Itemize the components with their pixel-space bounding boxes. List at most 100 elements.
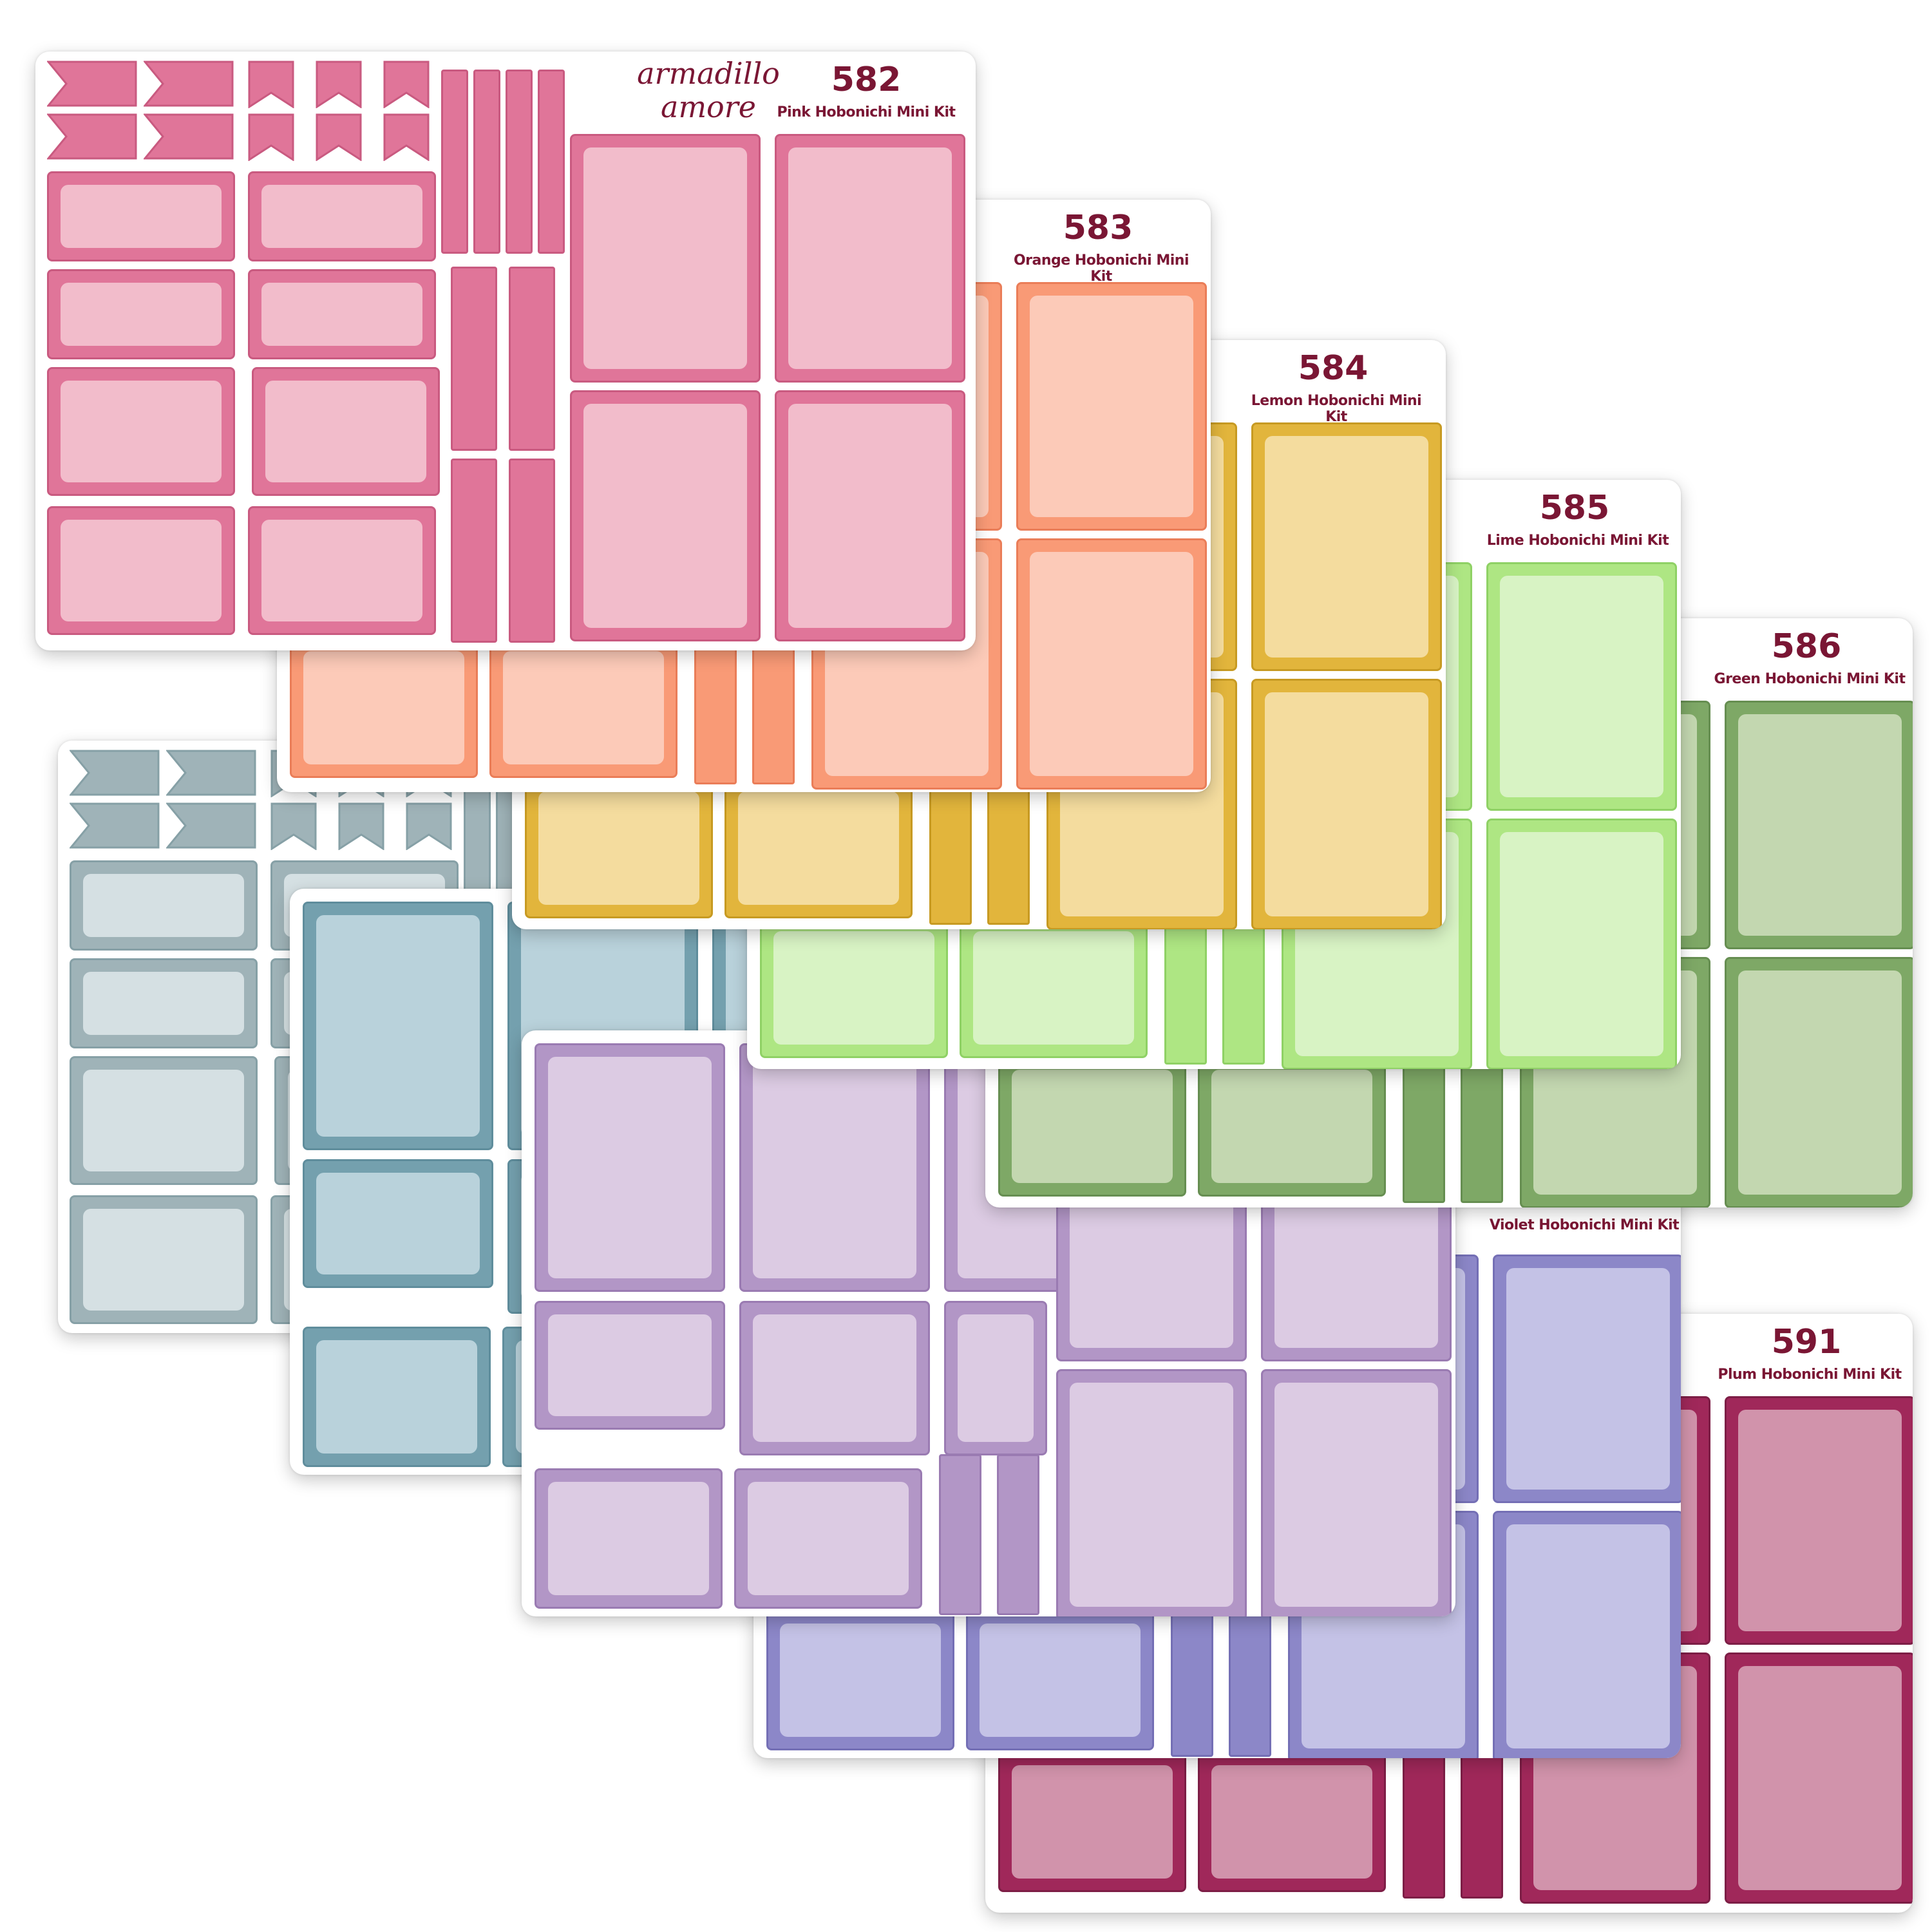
label-sticker [1198, 1752, 1386, 1892]
full-box-sticker [303, 902, 493, 1150]
washi-strip [1461, 1738, 1503, 1899]
washi-strip [1222, 904, 1265, 1065]
label-sticker [734, 1468, 922, 1609]
box-sticker-inner [61, 520, 222, 621]
flag-sticker [70, 750, 160, 796]
brand-line2: amore [661, 90, 756, 124]
washi-strip [939, 1454, 981, 1615]
label-sticker [290, 638, 478, 778]
flag-sticker [166, 802, 256, 849]
full-box-sticker-inner [753, 1314, 916, 1442]
full-box-sticker-inner [1506, 1524, 1670, 1748]
washi-strip [506, 70, 533, 254]
banner-sticker [406, 802, 452, 850]
flag-sticker [70, 802, 160, 849]
brand-line1: armadillo [637, 56, 780, 91]
full-box-sticker-inner [788, 147, 952, 369]
full-box-sticker [1725, 957, 1913, 1208]
full-box-sticker [1725, 1653, 1913, 1904]
full-box-sticker [739, 1043, 930, 1292]
banner-sticker [316, 113, 362, 161]
box-sticker [252, 367, 440, 496]
full-box-sticker [535, 1301, 725, 1430]
label-sticker-inner [738, 791, 899, 905]
washi-strip [509, 459, 555, 643]
box-sticker-inner [83, 1209, 244, 1311]
label-sticker-inner [1012, 1765, 1173, 1879]
washi-strip [997, 1454, 1039, 1615]
label-sticker [70, 958, 258, 1048]
label-sticker [525, 778, 713, 918]
sheet-title: Green Hobonichi Mini Kit [1714, 671, 1906, 687]
label-sticker [303, 1327, 491, 1467]
label-sticker-inner [980, 1624, 1141, 1737]
label-sticker-inner [1211, 1765, 1372, 1879]
full-box-sticker [775, 390, 965, 641]
label-sticker-inner [261, 185, 422, 248]
full-box-sticker-inner [1500, 576, 1663, 797]
full-box-sticker-inner [316, 915, 480, 1137]
label-sticker-inner [61, 283, 222, 346]
full-box-sticker-inner [1738, 1410, 1902, 1631]
full-box-sticker [1251, 679, 1442, 929]
label-sticker-inner [503, 651, 664, 764]
label-sticker-inner [303, 651, 464, 764]
full-box-sticker-inner [788, 404, 952, 628]
full-box-sticker-inner [1030, 552, 1193, 776]
box-sticker [47, 367, 235, 496]
washi-strip [538, 70, 565, 254]
flag-sticker [166, 750, 256, 796]
label-sticker-inner [261, 283, 422, 346]
sheet-title: Plum Hobonichi Mini Kit [1718, 1367, 1902, 1383]
washi-strip [1229, 1596, 1271, 1757]
full-box-sticker [1725, 1396, 1913, 1645]
full-box-sticker [1251, 422, 1442, 671]
sheet-title: Pink Hobonichi Mini Kit [777, 104, 956, 120]
box-sticker [70, 1056, 258, 1185]
washi-strip [509, 267, 555, 451]
box-sticker [248, 506, 436, 635]
flag-sticker [144, 113, 234, 160]
full-box-sticker-inner [583, 404, 747, 628]
label-sticker [70, 860, 258, 951]
label-sticker [998, 1752, 1186, 1892]
washi-strip [1164, 904, 1207, 1065]
full-box-sticker-inner [1500, 832, 1663, 1056]
flag-sticker [47, 61, 137, 107]
flag-sticker [144, 61, 234, 107]
banner-sticker [248, 113, 294, 161]
label-sticker-inner [61, 185, 222, 248]
full-box-sticker-inner [1070, 1383, 1233, 1607]
washi-strip [451, 459, 497, 643]
full-box-sticker [570, 390, 761, 641]
full-box-sticker [1725, 701, 1913, 949]
washi-strip [1403, 1738, 1445, 1899]
full-box-sticker-inner [548, 1057, 712, 1278]
label-sticker-inner [1012, 1070, 1173, 1183]
full-box-sticker [1493, 1255, 1681, 1503]
full-box-sticker [739, 1301, 930, 1455]
full-box-sticker [1016, 282, 1207, 531]
sheet-number: 583 [1063, 209, 1133, 247]
full-box-sticker [1056, 1369, 1247, 1616]
full-box-sticker-inner [583, 147, 747, 369]
sheet-number: 591 [1771, 1323, 1842, 1361]
full-box-sticker [1261, 1369, 1452, 1616]
full-box-sticker-inner [1738, 1666, 1902, 1890]
label-sticker [724, 778, 913, 918]
box-sticker-inner [261, 520, 422, 621]
full-box-sticker-inner [753, 1057, 916, 1278]
full-box-sticker [1493, 1511, 1681, 1758]
box-sticker-inner [83, 1070, 244, 1171]
label-sticker [998, 1056, 1186, 1197]
full-box-sticker-inner [958, 1314, 1034, 1442]
sheet-title: Lemon Hobonichi Mini Kit [1251, 393, 1422, 425]
label-sticker [966, 1610, 1154, 1750]
flag-sticker [47, 113, 137, 160]
label-sticker-inner [83, 972, 244, 1035]
label-sticker-inner [748, 1482, 909, 1595]
banner-sticker [316, 61, 362, 108]
washi-strip [1171, 1596, 1213, 1757]
label-sticker-inner [538, 791, 699, 905]
label-sticker [248, 269, 436, 359]
